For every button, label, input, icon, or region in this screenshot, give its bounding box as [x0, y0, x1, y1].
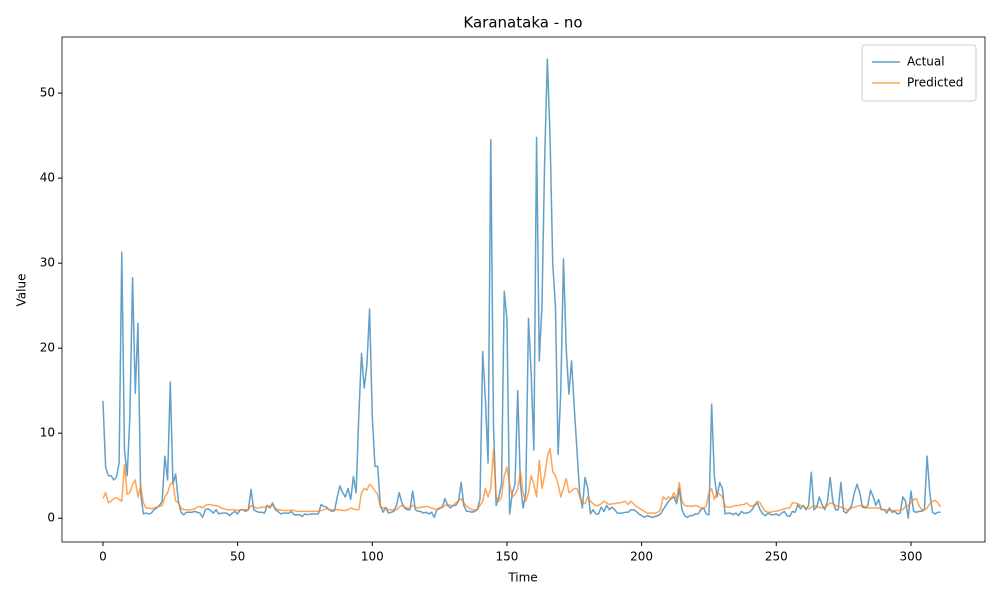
y-tick-label: 30 — [40, 256, 55, 270]
x-tick-label: 300 — [899, 550, 922, 564]
y-tick-label: 0 — [47, 511, 55, 525]
legend-box — [861, 44, 977, 102]
plot-frame — [61, 36, 986, 543]
x-tick-label: 250 — [765, 550, 788, 564]
y-tick-label: 50 — [40, 86, 55, 100]
y-tick-label: 40 — [40, 171, 55, 185]
x-axis-label: Time — [507, 571, 537, 585]
chart-title: Karanataka - no — [463, 14, 582, 32]
legend-label: Actual — [907, 55, 945, 69]
x-tick-label: 0 — [99, 550, 107, 564]
x-tick-label: 100 — [361, 550, 384, 564]
y-tick-label: 10 — [40, 426, 55, 440]
x-tick-label: 200 — [630, 550, 653, 564]
legend-label: Predicted — [907, 76, 963, 90]
data-line — [102, 447, 942, 514]
x-tick-label: 50 — [230, 550, 245, 564]
y-axis-label: Value — [15, 274, 29, 307]
x-tick-label: 150 — [495, 550, 518, 564]
y-tick-label: 20 — [40, 341, 55, 355]
